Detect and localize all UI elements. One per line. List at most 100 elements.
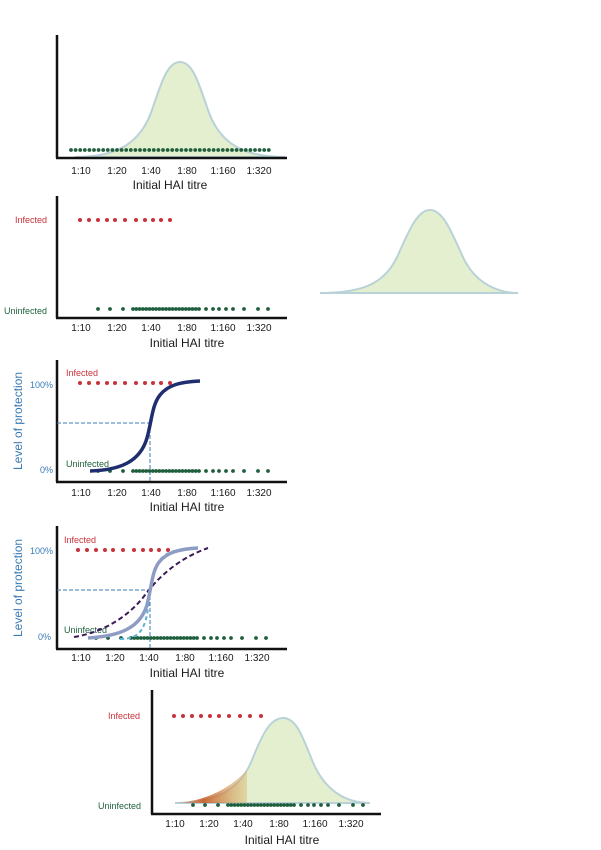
- data-point-dot: [103, 548, 107, 552]
- data-point-dot: [184, 148, 188, 152]
- data-point-dot: [220, 148, 225, 152]
- data-point-dot: [242, 469, 246, 473]
- data-point-dot: [238, 714, 242, 718]
- infected-dots: [78, 218, 172, 222]
- data-point-dot: [193, 469, 198, 473]
- data-point-dot: [217, 469, 221, 473]
- data-point-dot: [139, 636, 143, 640]
- data-point-dot: [123, 381, 127, 385]
- data-point-dot: [175, 636, 180, 640]
- x-tick-label: 1:80: [177, 323, 197, 334]
- data-point-dot: [174, 307, 178, 311]
- data-point-dot: [165, 148, 170, 152]
- data-point-dot: [230, 148, 234, 152]
- data-point-dot: [193, 148, 198, 152]
- data-point-dot: [159, 218, 163, 222]
- data-point-dot: [87, 381, 91, 385]
- data-point-dot: [257, 148, 262, 152]
- steep-dashed-curve: [119, 549, 181, 640]
- panel-5-combined-risk: Infected Uninfected 1:10 1:20 1:40 1:80 …: [98, 690, 381, 847]
- y-axis-label: Level of protection: [11, 372, 25, 470]
- data-point-dot: [264, 636, 268, 640]
- x-tick-label: 1:160: [302, 819, 327, 830]
- data-point-dot: [231, 469, 235, 473]
- data-point-dot: [180, 307, 185, 311]
- x-tick-label: 1:10: [71, 323, 91, 334]
- data-point-dot: [124, 148, 129, 152]
- x-tick-label: 1:160: [210, 488, 235, 499]
- data-point-dot: [193, 307, 198, 311]
- data-point-dot: [134, 218, 138, 222]
- data-point-dot: [245, 803, 250, 807]
- data-point-dot: [142, 148, 147, 152]
- data-point-dot: [143, 218, 147, 222]
- data-point-dot: [156, 148, 161, 152]
- panel-4-alternative-curves: Level of protection 100% 0% Infected Uni…: [11, 526, 287, 680]
- x-axis-label: Initial HAI titre: [245, 833, 320, 847]
- x-tick-label: 1:320: [338, 819, 363, 830]
- data-point-dot: [151, 381, 155, 385]
- uninfected-dots: [69, 148, 271, 152]
- panel-2-infection-outcome: Infected Uninfected 1:10 1:20 1:40 1:80 …: [4, 196, 287, 350]
- data-point-dot: [229, 803, 234, 807]
- bell-curve: [174, 716, 371, 804]
- data-point-dot: [191, 636, 196, 640]
- uninfected-label: Uninfected: [98, 801, 141, 811]
- x-axis-label: Initial HAI titre: [150, 666, 225, 680]
- data-point-dot: [249, 803, 254, 807]
- data-point-dot: [231, 307, 235, 311]
- data-point-dot: [185, 636, 190, 640]
- pct-100-label: 100%: [30, 546, 53, 556]
- data-point-dot: [179, 148, 184, 152]
- data-point-dot: [85, 548, 89, 552]
- data-point-dot: [115, 148, 119, 152]
- data-point-dot: [92, 148, 96, 152]
- data-point-dot: [147, 469, 152, 473]
- x-tick-label: 1:80: [175, 653, 195, 664]
- data-point-dot: [172, 636, 176, 640]
- data-point-dot: [337, 803, 341, 807]
- data-point-dot: [96, 381, 100, 385]
- standalone-bell-curve: [319, 208, 519, 294]
- data-point-dot: [167, 469, 172, 473]
- data-point-dot: [306, 803, 310, 807]
- x-axis-label: Initial HAI titre: [133, 178, 208, 192]
- panel-3-protection-curve: Level of protection 100% 0% Infected Uni…: [11, 360, 287, 514]
- infected-label: Infected: [66, 368, 98, 378]
- data-point-dot: [222, 636, 226, 640]
- data-point-dot: [312, 803, 316, 807]
- uninfected-label: Uninfected: [66, 459, 109, 469]
- data-point-dot: [78, 381, 82, 385]
- data-point-dot: [121, 469, 125, 473]
- data-point-dot: [229, 636, 233, 640]
- data-point-dot: [239, 148, 244, 152]
- data-point-dot: [137, 307, 142, 311]
- data-point-dot: [215, 636, 219, 640]
- uninfected-dots: [191, 803, 365, 807]
- pct-0-label: 0%: [40, 465, 53, 475]
- data-point-dot: [227, 714, 231, 718]
- data-point-dot: [73, 148, 78, 152]
- data-point-dot: [292, 803, 296, 807]
- x-tick-label: 1:80: [177, 488, 197, 499]
- data-point-dot: [69, 148, 73, 152]
- data-point-dot: [269, 803, 273, 807]
- data-point-dot: [208, 714, 212, 718]
- data-point-dot: [275, 803, 280, 807]
- data-point-dot: [131, 307, 135, 311]
- data-point-dot: [94, 548, 98, 552]
- data-point-dot: [154, 469, 159, 473]
- data-point-dot: [361, 803, 365, 807]
- panel-1-titre-distribution: 1:10 1:20 1:40 1:80 1:160 1:320 Initial …: [55, 35, 287, 192]
- data-point-dot: [217, 307, 221, 311]
- data-point-dot: [203, 803, 207, 807]
- data-point-dot: [105, 381, 109, 385]
- data-point-dot: [170, 148, 175, 152]
- data-point-dot: [242, 803, 247, 807]
- data-point-dot: [110, 148, 115, 152]
- data-point-dot: [178, 636, 183, 640]
- data-point-dot: [131, 469, 135, 473]
- infected-label: Infected: [108, 711, 140, 721]
- x-tick-labels: 1:10 1:20 1:40 1:80 1:160 1:320: [71, 653, 270, 664]
- data-point-dot: [191, 803, 195, 807]
